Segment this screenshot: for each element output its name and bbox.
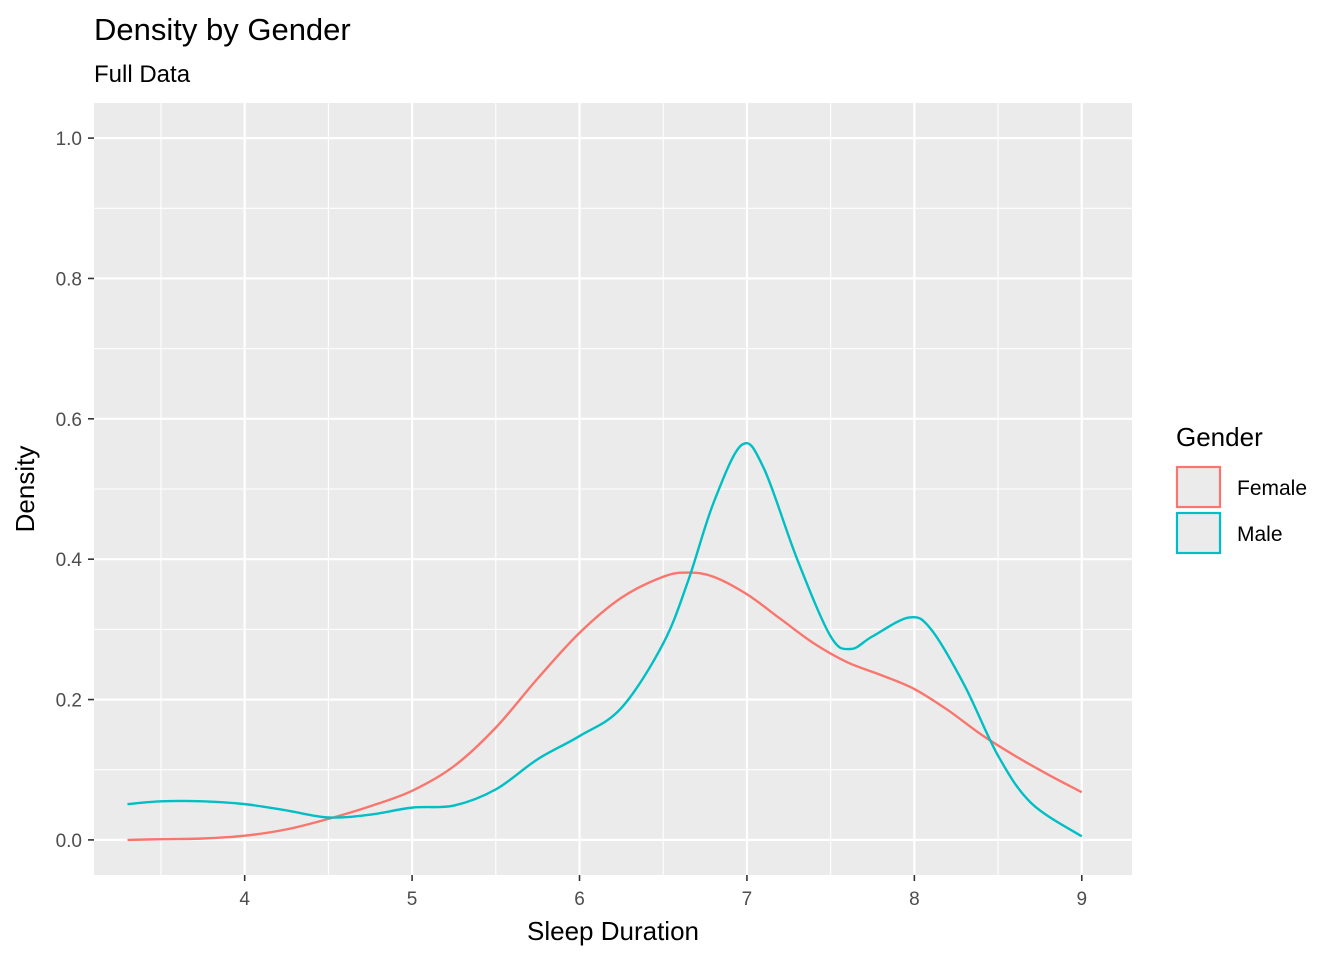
legend: Gender Female Male — [1175, 422, 1307, 555]
x-axis-title: Sleep Duration — [527, 916, 699, 946]
y-tick-label: 0.8 — [56, 269, 82, 290]
major-gridlines — [94, 103, 1132, 875]
density-line-female — [127, 571, 1083, 842]
chart-subtitle: Full Data — [94, 61, 191, 88]
legend-label-female: Female — [1237, 477, 1307, 500]
y-tick-label: 1.0 — [56, 129, 82, 150]
y-axis-title: Density — [10, 446, 40, 533]
legend-key-male — [1175, 511, 1222, 555]
legend-label-male: Male — [1237, 523, 1283, 546]
x-tick-label: 9 — [1076, 889, 1087, 910]
legend-items: Female Male — [1175, 465, 1307, 555]
density-lines — [127, 442, 1083, 842]
x-tick-label: 7 — [742, 889, 753, 910]
y-tick-label: 0.6 — [56, 410, 82, 431]
legend-title: Gender — [1176, 422, 1263, 452]
legend-key-female — [1175, 465, 1222, 509]
axes: 4 5 6 7 8 9 0.0 0.2 0.4 0.6 0.8 1.0 — [56, 129, 1087, 910]
x-tick-label: 4 — [239, 889, 250, 910]
x-tick-label: 5 — [407, 889, 418, 910]
x-tick-label: 6 — [574, 889, 585, 910]
chart-title: Density by Gender — [94, 12, 351, 47]
x-tick-label: 8 — [909, 889, 920, 910]
y-tick-label: 0.2 — [56, 691, 82, 712]
minor-gridlines — [94, 103, 1132, 875]
y-tick-label: 0.4 — [56, 550, 83, 571]
y-tick-label: 0.0 — [56, 831, 82, 852]
density-line-male — [127, 442, 1083, 838]
